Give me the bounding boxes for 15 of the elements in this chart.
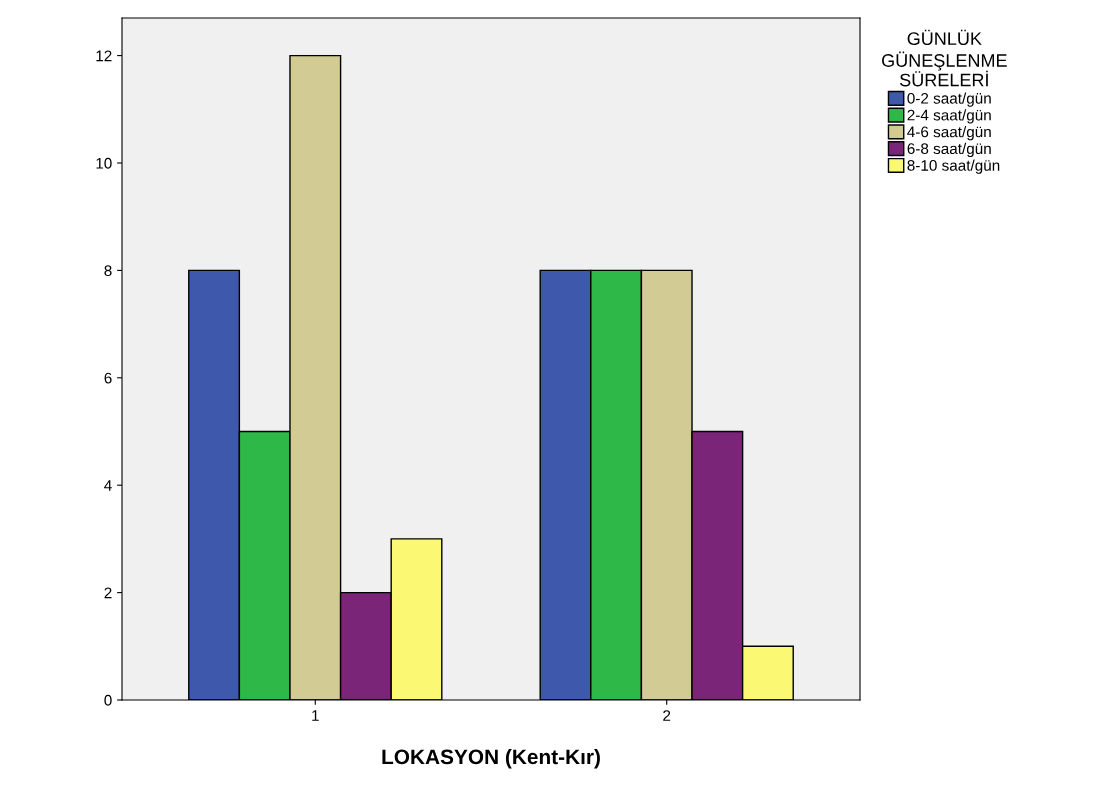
- x-tick-label: 1: [312, 710, 319, 721]
- legend-label: 2-4 saat/gün: [907, 109, 991, 124]
- x-axis-title: LOKASYON (Kent-Kır): [382, 748, 600, 769]
- y-tick-label: 10: [96, 157, 112, 169]
- y-tick-label: 6: [104, 372, 112, 384]
- legend-label: 8-10 saat/gün: [907, 159, 1000, 174]
- legend-title: GÜNLÜK GÜNEŞLENME SÜRELERİ: [882, 29, 1007, 87]
- legend-label: 4-6 saat/gün: [907, 126, 991, 141]
- y-tick-label: 8: [104, 265, 112, 277]
- y-tick-label: 4: [104, 480, 112, 491]
- y-tick-label: 12: [96, 50, 112, 62]
- y-tick-label: 0: [104, 694, 112, 706]
- y-tick-label: 2: [104, 587, 112, 599]
- legend-label: 6-8 saat/gün: [907, 142, 991, 158]
- legend-label: 0-2 saat/gün: [907, 92, 991, 107]
